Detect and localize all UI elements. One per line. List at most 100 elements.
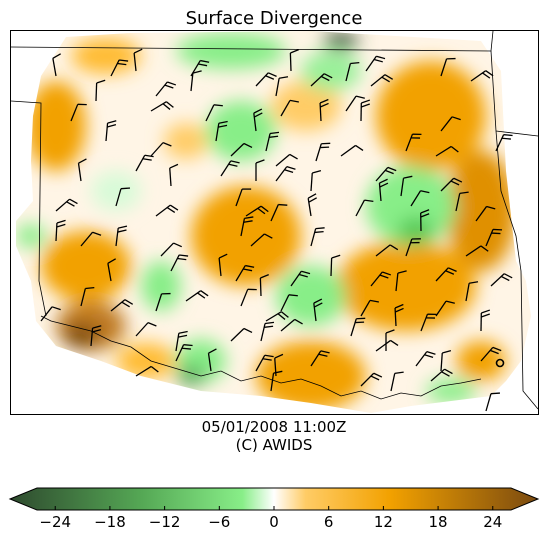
wind-barb-shaft — [115, 188, 122, 207]
wind-barb-feather — [384, 169, 394, 175]
wind-barb-shaft — [430, 368, 446, 382]
wind-barb-feather — [260, 205, 269, 213]
wind-barb-feather — [265, 75, 275, 80]
wind-barb-feather — [318, 353, 328, 357]
wind-barb-feather — [255, 159, 265, 164]
wind-barb-feather — [424, 354, 434, 359]
wind-barb-feather — [500, 275, 510, 282]
wind-barb-feather — [92, 231, 102, 236]
wind-barb-shaft — [270, 373, 275, 392]
wind-barb-shaft — [155, 293, 163, 312]
wind-barb-feather — [218, 253, 228, 259]
wind-barb-shaft — [480, 346, 494, 362]
wind-barb-feather — [56, 219, 66, 224]
wind-barb-feather — [264, 233, 273, 239]
wind-barb-shaft — [250, 233, 265, 247]
wind-barb-feather — [387, 166, 397, 172]
wind-barb-shaft — [394, 307, 397, 327]
wind-barb-shaft — [289, 52, 292, 72]
wind-barb-shaft — [280, 318, 296, 332]
wind-barb-shaft — [415, 351, 428, 367]
colorbar-tick-label: 12 — [373, 513, 393, 531]
wind-barb-feather — [294, 318, 303, 325]
valid-time: 05/01/2008 11:00Z — [201, 418, 347, 436]
wind-barb-feather — [179, 254, 189, 257]
wind-barb-feather — [420, 190, 430, 194]
wind-barb-feather — [469, 281, 479, 284]
wind-barb-feather — [298, 273, 308, 278]
wind-barb-shaft — [365, 55, 377, 72]
wind-barb-feather — [124, 299, 134, 305]
wind-barb-shaft — [410, 190, 422, 207]
wind-barb-feather — [178, 330, 188, 334]
wind-barb-feather — [208, 348, 217, 354]
wind-barb-feather — [107, 124, 117, 128]
wind-barb-feather — [288, 294, 298, 297]
wind-barb-feather — [142, 158, 152, 161]
colorbar — [8, 487, 540, 511]
wind-barb-feather — [485, 70, 494, 77]
wind-barb-feather — [167, 81, 177, 86]
wind-barb-shaft — [155, 81, 168, 97]
wind-barb-feather — [307, 193, 317, 199]
wind-barb-feather — [489, 349, 499, 355]
wind-barb-shaft — [360, 372, 375, 387]
wind-barb-shaft — [52, 58, 57, 77]
wind-barb-feather — [314, 231, 324, 234]
wind-barb-shaft — [345, 63, 351, 82]
wind-barb-feather — [107, 258, 116, 264]
wind-barb-shaft — [330, 257, 333, 277]
wind-barb-feather — [350, 61, 360, 65]
wind-barb-shaft — [315, 143, 322, 162]
wind-barb-shaft — [77, 163, 82, 182]
wind-barbs — [40, 48, 513, 412]
wind-barb-feather — [284, 169, 294, 174]
wind-barb-feather — [286, 166, 296, 170]
wind-barb-feather — [269, 131, 280, 135]
wind-barb-shaft — [485, 393, 492, 412]
wind-barb-shaft — [135, 322, 149, 337]
wind-barb-feather — [486, 205, 496, 210]
wind-barb-shaft — [350, 318, 357, 337]
wind-barb-feather — [181, 347, 191, 350]
wind-barb-shaft — [495, 134, 505, 152]
wind-barb-feather — [66, 201, 75, 207]
colorbar-tick-label: 0 — [269, 513, 279, 531]
wind-barb-shaft — [440, 116, 453, 132]
wind-barb-feather — [281, 311, 289, 318]
wind-barb-shaft — [280, 100, 291, 117]
wind-barb-feather — [319, 98, 329, 104]
wind-barb-feather — [379, 182, 389, 188]
wind-barb-shaft — [207, 353, 212, 372]
wind-barb-feather — [200, 59, 210, 63]
colorbar-tick-label: 6 — [323, 513, 334, 531]
wind-barb-feather — [361, 103, 370, 108]
wind-barb-shaft — [185, 290, 202, 302]
wind-barb-feather — [490, 392, 500, 395]
wind-barb-shaft — [70, 104, 79, 122]
wind-barb-shaft — [275, 153, 291, 167]
wind-barb-shaft — [265, 311, 282, 322]
wind-barb-feather — [144, 154, 154, 158]
wind-barb-feather — [120, 187, 130, 190]
wind-barb-feather — [200, 290, 209, 297]
wind-barb-feather — [166, 207, 176, 213]
wind-barb-shaft — [307, 198, 312, 217]
wind-barb-shaft — [375, 166, 389, 182]
wind-barb-shaft — [290, 270, 302, 287]
wind-barb-shaft — [310, 350, 322, 367]
wind-barb-feather — [426, 351, 436, 355]
wind-barb-feather — [451, 116, 461, 121]
wind-barb-feather — [482, 72, 491, 79]
map-title: Surface Divergence — [185, 8, 363, 29]
wind-barb-feather — [373, 58, 383, 63]
wind-barb-feather — [170, 204, 179, 211]
wind-barb-shaft — [255, 354, 266, 372]
wind-barb-shaft — [440, 177, 455, 192]
wind-barb-shaft — [375, 339, 391, 352]
wind-barb-feather — [320, 350, 330, 354]
wind-barb-feather — [420, 209, 430, 214]
wind-barb-feather — [364, 199, 374, 203]
wind-barb-feather — [244, 216, 254, 219]
colorbar-tick-label: −6 — [208, 513, 231, 531]
